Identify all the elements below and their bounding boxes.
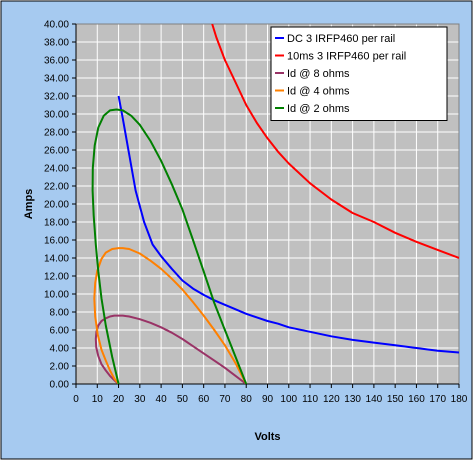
x-tick-label: 30 — [134, 394, 146, 405]
x-tick-label: 0 — [73, 394, 79, 405]
legend-label: DC 3 IRFP460 per rail — [287, 33, 395, 45]
y-axis-title: Amps — [23, 189, 35, 220]
y-tick-label: 24.00 — [44, 164, 69, 175]
y-tick-label: 28.00 — [44, 128, 69, 139]
y-tick-label: 4.00 — [50, 344, 70, 355]
x-tick-label: 10 — [92, 394, 104, 405]
series-line-5 — [91, 108, 248, 384]
legend-box — [270, 26, 448, 121]
x-tick-label: 160 — [408, 394, 425, 405]
x-tick-label: 150 — [387, 394, 404, 405]
x-tick-label: 100 — [280, 394, 297, 405]
series-line-3 — [94, 314, 247, 384]
y-tick-label: 0.00 — [50, 380, 70, 391]
y-tick-label: 40.00 — [44, 20, 69, 31]
y-tick-label: 2.00 — [50, 362, 70, 373]
y-tick-label: 38.00 — [44, 38, 69, 49]
y-tick-label: 6.00 — [50, 326, 70, 337]
legend-label: Id @ 2 ohms — [287, 103, 350, 115]
y-tick-label: 32.00 — [44, 92, 69, 103]
x-axis-title: Volts — [254, 431, 280, 443]
x-tick-label: 40 — [156, 394, 168, 405]
x-tick-label: 170 — [429, 394, 446, 405]
y-tick-label: 18.00 — [44, 218, 69, 229]
y-tick-label: 14.00 — [44, 254, 69, 265]
y-tick-label: 30.00 — [44, 110, 69, 121]
legend: DC 3 IRFP460 per rail 10ms 3 IRFP460 per … — [270, 26, 448, 121]
x-tick-label: 20 — [113, 394, 125, 405]
x-tick-label: 70 — [219, 394, 231, 405]
legend-label: 10ms 3 IRFP460 per rail — [287, 51, 406, 63]
x-axis-ticks: 0 10 20 30 40 50 60 70 80 90 100 110 120 130 140 150 160… — [73, 383, 468, 405]
x-tick-label: 60 — [198, 394, 210, 405]
x-tick-label: 50 — [177, 394, 189, 405]
y-tick-label: 36.00 — [44, 56, 69, 67]
x-tick-label: 140 — [366, 394, 383, 405]
y-tick-label: 16.00 — [44, 236, 69, 247]
series-line-1 — [117, 95, 459, 354]
y-tick-label: 12.00 — [44, 272, 69, 283]
series-line-4 — [93, 247, 248, 384]
y-tick-label: 34.00 — [44, 74, 69, 85]
x-tick-label: 80 — [241, 394, 253, 405]
legend-label: Id @ 8 ohms — [287, 68, 350, 80]
legend-label: Id @ 4 ohms — [287, 86, 350, 98]
x-tick-label: 180 — [451, 394, 468, 405]
series-lines — [91, 24, 459, 384]
series-line-2 — [211, 24, 459, 259]
y-axis-ticks: 0.00 2.00 4.00 6.00 8.00 10.00 12.00 14.00 16.00… — [44, 20, 77, 391]
x-tick-label: 90 — [262, 394, 274, 405]
x-tick-label: 110 — [302, 394, 318, 405]
x-tick-label: 130 — [344, 394, 361, 405]
y-tick-label: 22.00 — [44, 182, 69, 193]
y-tick-label: 20.00 — [44, 200, 69, 211]
y-tick-label: 10.00 — [44, 290, 69, 301]
y-tick-label: 26.00 — [44, 146, 69, 157]
x-tick-label: 120 — [323, 394, 340, 405]
y-tick-label: 8.00 — [50, 308, 70, 319]
